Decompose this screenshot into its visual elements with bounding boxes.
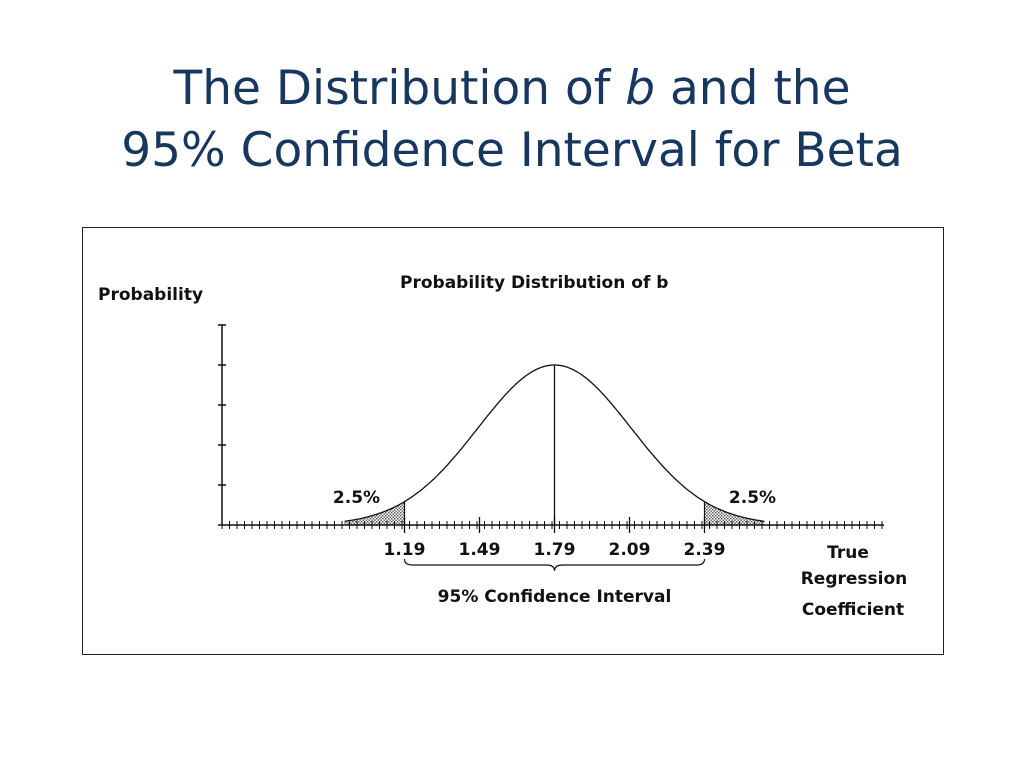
title-part1: The Distribution of <box>173 61 626 116</box>
x-axis-label-line2: Regression <box>801 569 908 589</box>
title-part2: and the <box>655 61 851 116</box>
x-axis-label-line3: Coefficient <box>802 600 904 620</box>
x-axis-major-ticks <box>403 517 706 533</box>
y-axis-label: Probability <box>98 285 203 305</box>
y-axis-ticks <box>218 324 226 486</box>
slide-title-line2: 95% Confidence Interval for Beta <box>121 123 903 178</box>
tail-label-left: 2.5% <box>333 488 380 508</box>
chart-title: Probability Distribution of b <box>400 273 668 293</box>
tail-label-right: 2.5% <box>729 488 776 508</box>
slide-title: The Distribution of b and the 95% Confid… <box>0 58 1024 182</box>
title-italic-b: b <box>625 61 656 116</box>
x-tick-labels: 1.19 1.49 1.79 2.09 2.39 <box>384 540 726 560</box>
confidence-interval-brace <box>403 558 706 572</box>
distribution-chart: Probability Probability Distribution of … <box>98 273 908 620</box>
x-tick-label: 1.49 <box>459 540 501 560</box>
x-axis-minor-ticks <box>221 521 883 529</box>
x-axis-label-line1: True <box>827 543 869 563</box>
x-tick-label: 1.79 <box>534 540 576 560</box>
x-tick-label: 1.19 <box>384 540 426 560</box>
x-tick-label: 2.09 <box>609 540 651 560</box>
x-tick-label: 2.39 <box>684 540 726 560</box>
slide-title-line1: The Distribution of b and the <box>0 58 1024 120</box>
confidence-interval-label: 95% Confidence Interval <box>438 587 672 607</box>
figure-frame <box>82 227 944 655</box>
